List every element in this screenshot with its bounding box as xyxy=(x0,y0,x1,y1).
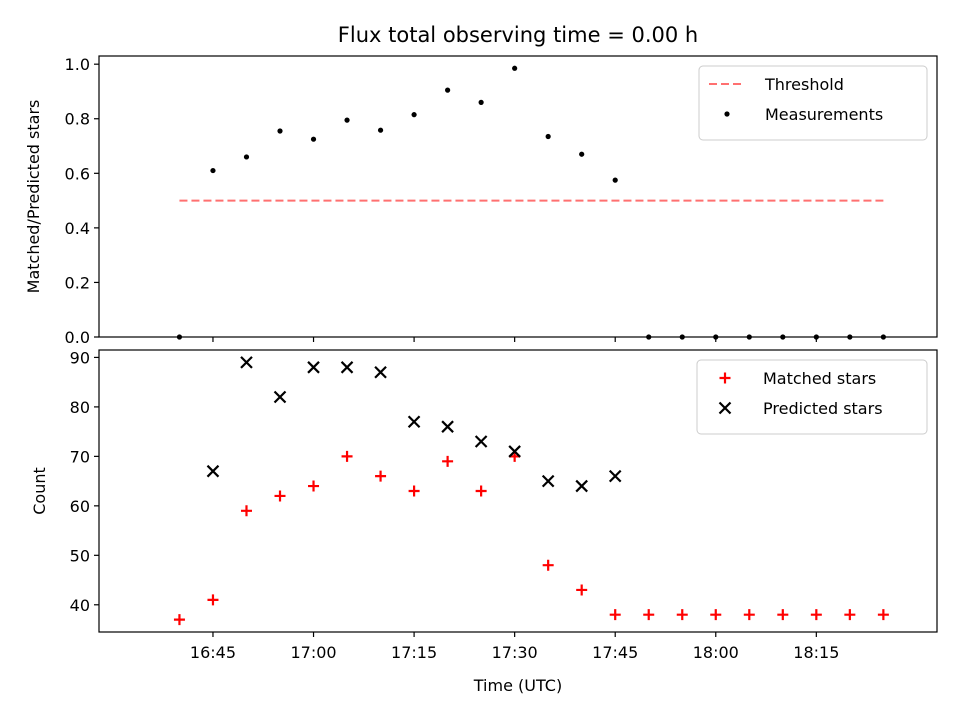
x-tick-label: 16:45 xyxy=(190,643,236,662)
y-tick-label: 60 xyxy=(70,497,90,516)
data-point xyxy=(844,609,856,621)
y-tick-label: 50 xyxy=(70,546,90,565)
top-panel: 0.0 0.2 0.4 0.6 0.8 1.0 Matched/Predicted star… xyxy=(24,55,938,347)
legend-swatch xyxy=(719,372,731,384)
data-point xyxy=(541,474,555,488)
data-point xyxy=(173,614,185,626)
data-point xyxy=(445,87,451,93)
data-point xyxy=(576,584,588,596)
data-point xyxy=(340,361,354,374)
x-tick-label: 17:00 xyxy=(290,643,336,662)
data-point xyxy=(240,356,253,369)
data-point xyxy=(411,112,417,118)
data-point xyxy=(575,479,588,493)
series-matched-stars xyxy=(173,450,889,626)
data-point xyxy=(545,133,551,140)
data-point xyxy=(243,154,250,160)
y-tick-label: 0.8 xyxy=(65,110,90,129)
legend: Threshold Measurements xyxy=(698,65,928,141)
y-axis-label: Matched/Predicted stars xyxy=(24,100,43,294)
axes-frame xyxy=(98,349,938,633)
data-point xyxy=(407,415,421,429)
x-tick-label: 18:15 xyxy=(793,643,839,662)
data-point xyxy=(374,365,387,379)
x-tick-label: 17:30 xyxy=(492,643,538,662)
data-point xyxy=(274,490,286,502)
data-point xyxy=(810,609,822,621)
data-point xyxy=(608,469,622,483)
data-point xyxy=(307,361,320,374)
series-predicted-stars xyxy=(206,356,622,493)
legend-box xyxy=(698,65,928,141)
data-point xyxy=(441,420,454,433)
series-measurements xyxy=(176,65,886,340)
data-point xyxy=(542,559,554,571)
y-tick-label: 90 xyxy=(70,348,90,367)
data-point xyxy=(273,390,287,404)
y-tick-label: 0.6 xyxy=(65,164,90,183)
data-point xyxy=(478,99,484,105)
data-point xyxy=(442,455,454,467)
x-axis-label: Time (UTC) xyxy=(473,676,562,695)
x-tick-label: 17:15 xyxy=(391,643,437,662)
data-point xyxy=(207,594,219,606)
chart-title: Flux total observing time = 0.00 h xyxy=(338,23,698,47)
x-tick-label: 18:00 xyxy=(693,643,739,662)
data-point xyxy=(375,470,387,482)
y-axis-label: Count xyxy=(30,467,49,515)
data-point xyxy=(612,177,618,183)
y-tick-label: 40 xyxy=(70,596,90,615)
data-point xyxy=(777,609,789,621)
legend-label: Predicted stars xyxy=(763,399,883,418)
y-tick-label: 0.2 xyxy=(65,273,90,292)
data-point xyxy=(475,485,487,497)
data-point xyxy=(474,435,488,448)
data-point xyxy=(512,65,518,71)
data-point xyxy=(308,480,320,492)
legend-swatch xyxy=(718,401,732,415)
y-tick-label: 80 xyxy=(70,398,90,417)
data-point xyxy=(877,609,889,621)
legend-box xyxy=(696,359,928,435)
y-tick-label: 0.4 xyxy=(65,219,90,238)
data-point xyxy=(743,609,755,621)
axes-frame xyxy=(98,55,938,338)
x-tick-label: 17:45 xyxy=(592,643,638,662)
y-tick-label: 0.0 xyxy=(65,328,90,347)
data-point xyxy=(344,117,350,123)
bottom-panel: 40 50 60 70 80 90 16:45 17:00 17:15 17:30 17:45 18:… xyxy=(30,348,938,695)
legend: Matched stars Predicted stars xyxy=(696,359,928,435)
data-point xyxy=(277,128,283,134)
legend-label: Threshold xyxy=(764,75,844,94)
data-point xyxy=(377,127,384,133)
y-tick-label: 1.0 xyxy=(65,55,90,74)
data-point xyxy=(579,151,585,157)
data-point xyxy=(609,609,621,621)
legend-swatch xyxy=(724,111,730,117)
data-point xyxy=(643,609,655,621)
data-point xyxy=(710,609,722,621)
data-point xyxy=(408,485,420,497)
data-point xyxy=(676,609,688,621)
legend-label: Measurements xyxy=(765,105,883,124)
data-point xyxy=(240,505,252,517)
data-point xyxy=(210,167,216,174)
data-point xyxy=(508,445,521,458)
y-tick-label: 70 xyxy=(70,447,90,466)
data-point xyxy=(341,450,353,462)
data-point xyxy=(206,464,220,478)
legend-label: Matched stars xyxy=(763,369,876,388)
data-point xyxy=(310,136,317,142)
